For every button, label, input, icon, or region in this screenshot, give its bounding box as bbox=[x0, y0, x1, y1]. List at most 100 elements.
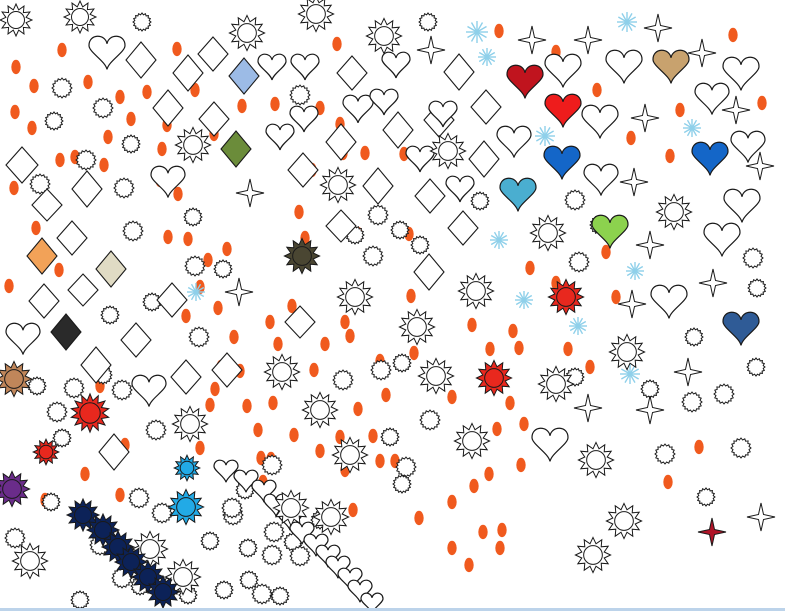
oval-icon bbox=[518, 416, 530, 432]
oval-icon bbox=[194, 440, 206, 456]
gear-icon bbox=[370, 359, 392, 381]
oval-icon bbox=[162, 229, 174, 245]
oval-icon bbox=[491, 421, 503, 437]
diamond-icon bbox=[67, 273, 99, 307]
gear-icon bbox=[46, 401, 68, 423]
sun-icon bbox=[283, 237, 321, 275]
gear-icon bbox=[132, 12, 152, 32]
heart-icon bbox=[303, 533, 329, 557]
oval-icon bbox=[204, 397, 216, 413]
oval-icon bbox=[182, 231, 194, 247]
gear-icon bbox=[184, 255, 206, 277]
gear-icon bbox=[395, 456, 417, 478]
heart-icon bbox=[150, 165, 186, 198]
gear-icon bbox=[200, 531, 220, 551]
sun-icon bbox=[263, 353, 301, 391]
diamond-icon bbox=[220, 130, 252, 168]
diamond-icon bbox=[211, 352, 243, 388]
diamond-icon bbox=[413, 253, 445, 291]
oval-icon bbox=[319, 336, 331, 352]
sun-icon bbox=[130, 559, 166, 595]
gear-icon bbox=[367, 204, 389, 226]
gear-icon bbox=[392, 353, 412, 373]
gear-icon bbox=[75, 149, 97, 171]
oval-icon bbox=[674, 102, 686, 118]
oval-icon bbox=[98, 157, 110, 173]
oval-icon bbox=[463, 557, 475, 573]
sun-icon bbox=[537, 365, 575, 403]
diamond-icon bbox=[125, 41, 157, 79]
oval-icon bbox=[228, 329, 240, 345]
four-point-star-icon bbox=[745, 151, 775, 181]
diamond-icon bbox=[28, 283, 60, 319]
oval-icon bbox=[515, 457, 527, 473]
snowflake-icon bbox=[466, 21, 488, 43]
oval-icon bbox=[264, 314, 276, 330]
oval-icon bbox=[347, 502, 359, 518]
gear-icon bbox=[261, 454, 283, 476]
snowflake-icon bbox=[617, 12, 637, 32]
heart-icon bbox=[652, 49, 690, 84]
heart-icon bbox=[5, 322, 41, 355]
oval-icon bbox=[468, 478, 480, 494]
gear-icon bbox=[730, 437, 752, 459]
oval-icon bbox=[30, 220, 42, 236]
sun-icon bbox=[272, 489, 310, 527]
heart-icon bbox=[325, 555, 351, 579]
oval-icon bbox=[504, 395, 516, 411]
heart-icon bbox=[315, 544, 341, 568]
heart-icon bbox=[581, 104, 619, 139]
oval-icon bbox=[374, 453, 386, 469]
oval-icon bbox=[53, 262, 65, 278]
sun-icon bbox=[0, 2, 34, 38]
heart-icon bbox=[251, 479, 277, 503]
gear-icon bbox=[640, 379, 660, 399]
oval-icon bbox=[524, 260, 536, 276]
oval-icon bbox=[269, 96, 281, 112]
sun-icon bbox=[174, 126, 212, 164]
oval-icon bbox=[9, 104, 21, 120]
oval-icon bbox=[446, 494, 458, 510]
heart-icon bbox=[543, 145, 581, 180]
diamond-icon bbox=[228, 57, 260, 95]
oval-icon bbox=[141, 84, 153, 100]
heart-icon bbox=[290, 53, 320, 81]
gear-icon bbox=[63, 377, 85, 399]
sun-icon bbox=[398, 308, 436, 346]
diamond-icon bbox=[120, 322, 152, 358]
oval-icon bbox=[584, 359, 596, 375]
diamond-icon bbox=[336, 55, 368, 91]
heart-icon bbox=[428, 100, 458, 128]
diamond-icon bbox=[95, 250, 127, 288]
gear-icon bbox=[188, 326, 210, 348]
gear-icon bbox=[713, 383, 735, 405]
oval-icon bbox=[114, 89, 126, 105]
snowflake-icon bbox=[683, 119, 701, 137]
oval-icon bbox=[236, 98, 248, 114]
oval-icon bbox=[293, 204, 305, 220]
gear-icon bbox=[419, 409, 441, 431]
heart-icon bbox=[650, 284, 688, 319]
sun-icon bbox=[475, 359, 513, 397]
oval-icon bbox=[610, 289, 622, 305]
oval-icon bbox=[54, 152, 66, 168]
oval-icon bbox=[102, 129, 114, 145]
heart-icon bbox=[496, 125, 532, 158]
snowflake-icon bbox=[187, 283, 205, 301]
oval-icon bbox=[171, 41, 183, 57]
gear-icon bbox=[470, 191, 490, 211]
sun-icon bbox=[577, 441, 615, 479]
oval-icon bbox=[625, 130, 637, 146]
oval-icon bbox=[591, 82, 603, 98]
sun-icon bbox=[65, 497, 101, 533]
four-point-star-icon bbox=[643, 13, 673, 43]
four-point-star-icon bbox=[687, 38, 717, 68]
oval-icon bbox=[241, 398, 253, 414]
heart-icon bbox=[703, 222, 741, 257]
oval-icon bbox=[28, 78, 40, 94]
oval-icon bbox=[212, 300, 224, 316]
four-point-star-icon bbox=[635, 395, 665, 425]
oval-icon bbox=[562, 341, 574, 357]
diamond-icon bbox=[362, 167, 394, 205]
